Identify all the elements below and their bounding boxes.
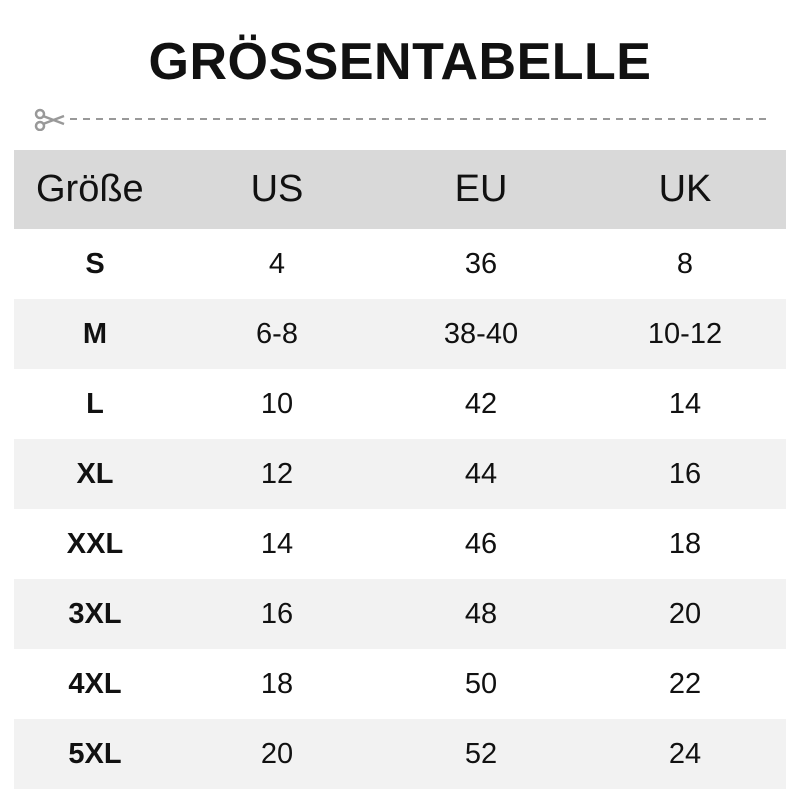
- cell-uk: 14: [668, 387, 702, 420]
- table-row: XL 12 44 16: [14, 439, 786, 509]
- table-row: XXL 14 46 18: [14, 509, 786, 579]
- cell-us: 20: [260, 737, 294, 770]
- header-size: Größe: [36, 168, 144, 210]
- header-us: US: [250, 168, 304, 210]
- cell-eu: 36: [464, 247, 498, 280]
- cell-us: 18: [260, 667, 294, 700]
- cell-eu: 44: [464, 457, 498, 490]
- cell-us: 12: [260, 457, 294, 490]
- scissors-icon: [34, 108, 65, 131]
- cell-us: 4: [268, 247, 286, 280]
- cell-uk: 24: [668, 737, 702, 770]
- cell-uk: 10-12: [647, 317, 723, 350]
- header-uk: UK: [658, 168, 712, 210]
- header-eu: EU: [454, 168, 508, 210]
- cell-size: M: [82, 317, 108, 350]
- cell-eu: 42: [464, 387, 498, 420]
- cell-uk: 18: [668, 527, 702, 560]
- cell-uk: 16: [668, 457, 702, 490]
- table-row: 3XL 16 48 20: [14, 579, 786, 649]
- table-header: Größe US EU UK: [14, 150, 786, 229]
- cell-eu: 46: [464, 527, 498, 560]
- table-row: S 4 36 8: [14, 229, 786, 299]
- page-title: GRÖSSENTABELLE: [148, 33, 652, 91]
- cell-us: 6-8: [256, 317, 298, 350]
- cell-size: 4XL: [68, 667, 122, 700]
- cell-eu: 52: [464, 737, 498, 770]
- cut-line: [34, 108, 769, 131]
- cell-eu: 48: [464, 597, 498, 630]
- cell-us: 10: [260, 387, 294, 420]
- cell-uk: 20: [668, 597, 702, 630]
- cell-size: S: [85, 247, 105, 280]
- cell-size: 5XL: [68, 737, 122, 770]
- cell-size: XL: [76, 457, 114, 490]
- table-row: 4XL 18 50 22: [14, 649, 786, 719]
- cell-eu: 50: [464, 667, 498, 700]
- table-row: 5XL 20 52 24: [14, 719, 786, 789]
- cell-eu: 38-40: [443, 317, 519, 350]
- cell-uk: 22: [668, 667, 702, 700]
- cell-uk: 8: [676, 247, 694, 280]
- cell-us: 14: [260, 527, 294, 560]
- table-row: M 6-8 38-40 10-12: [14, 299, 786, 369]
- size-table: Größe US EU UK S 4 36 8 M 6-8 38-40 10-12 L 10 42 1…: [14, 150, 786, 789]
- cell-size: 3XL: [68, 597, 122, 630]
- table-row: L 10 42 14: [14, 369, 786, 439]
- cell-us: 16: [260, 597, 294, 630]
- cell-size: L: [86, 387, 104, 420]
- cell-size: XXL: [66, 527, 124, 560]
